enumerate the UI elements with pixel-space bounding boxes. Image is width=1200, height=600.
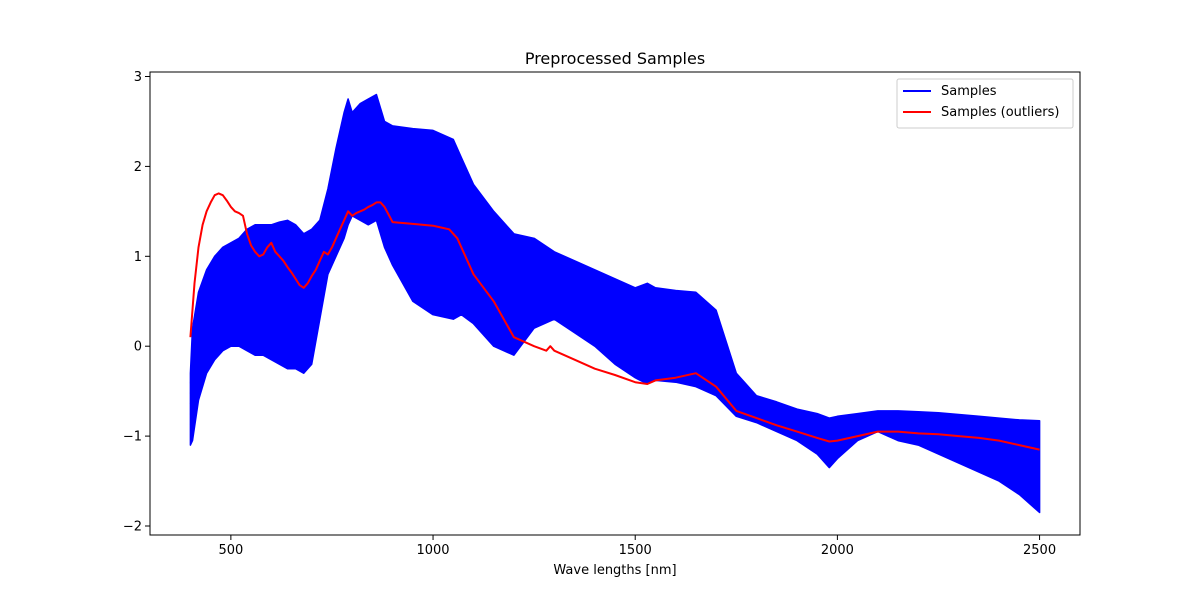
- plot-frame: [149, 71, 1081, 536]
- legend-box: [896, 78, 1074, 129]
- y-tick-label: 0: [134, 340, 142, 355]
- legend-label-samples: Samples: [941, 84, 997, 99]
- x-tick-label: 500: [218, 543, 243, 558]
- x-tick-label: 2000: [821, 543, 854, 558]
- series-samples-line: [189, 111, 1040, 435]
- series-samples-line: [189, 147, 1040, 461]
- x-axis-label: Wave lengths [nm]: [553, 563, 676, 578]
- legend-label-outliers: Samples (outliers): [941, 105, 1059, 120]
- chart-title: Preprocessed Samples: [525, 49, 705, 68]
- series-samples-line: [189, 183, 1040, 487]
- y-axis: −2 −1 0 1 2 3: [123, 70, 150, 535]
- y-tick-label: 1: [134, 250, 142, 265]
- y-tick-label: −2: [123, 520, 142, 535]
- legend: Samples Samples (outliers): [896, 78, 1074, 129]
- series-outliers-line: [189, 192, 1040, 451]
- series-samples-line: [189, 129, 1040, 448]
- y-tick-label: −1: [123, 430, 142, 445]
- x-tick-label: 2500: [1023, 543, 1056, 558]
- x-axis: 500 1000 1500 2000 2500: [218, 535, 1056, 558]
- x-tick-label: 1000: [416, 543, 449, 558]
- y-tick-label: 2: [134, 160, 142, 175]
- x-tick-label: 1500: [619, 543, 652, 558]
- y-tick-label: 3: [134, 70, 142, 85]
- plot-area: [189, 93, 1041, 514]
- series-samples-line: [189, 200, 1040, 500]
